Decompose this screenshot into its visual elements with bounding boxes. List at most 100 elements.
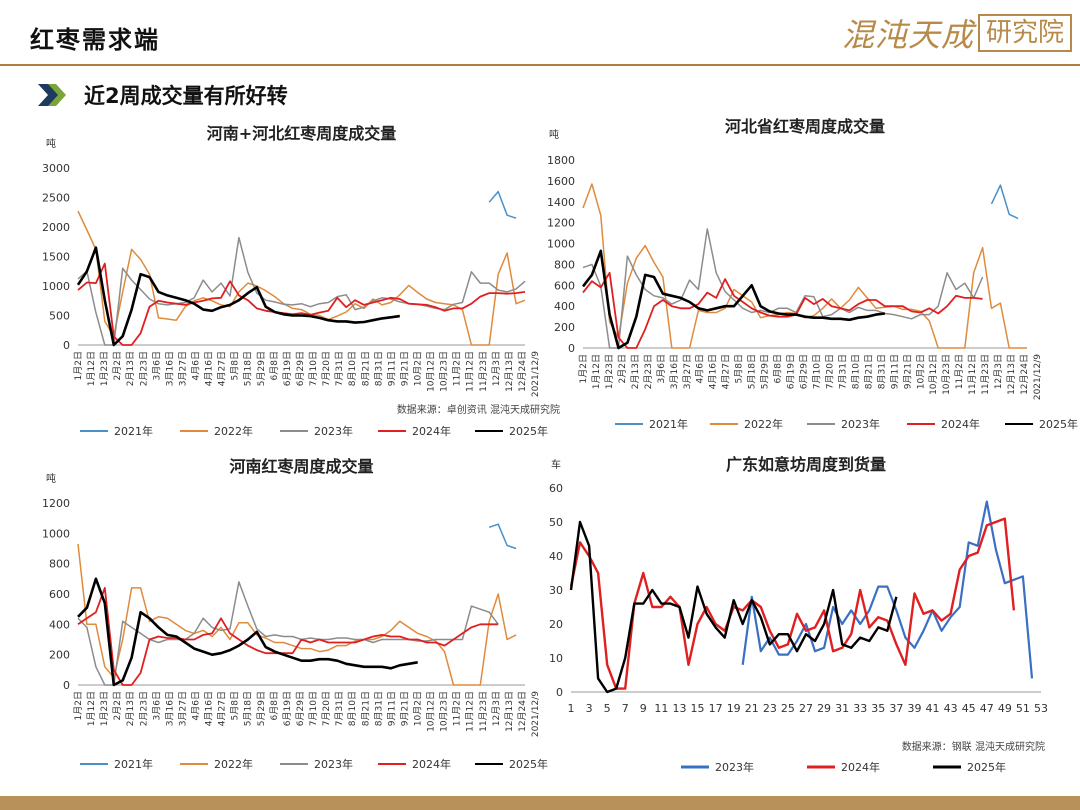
x-tick-label: 10月23日 — [941, 354, 952, 395]
legend-label: 2023年 — [314, 424, 353, 438]
series-line — [582, 228, 984, 349]
series-line — [569, 517, 1016, 690]
x-tick-label: 5月18日 — [243, 351, 254, 386]
x-tick-label: 1 — [568, 702, 575, 715]
x-tick-label: 2月13日 — [125, 351, 136, 386]
y-tick-label: 0 — [556, 686, 563, 699]
x-tick-label: 6月19日 — [282, 691, 293, 726]
x-tick-label: 2月2日 — [112, 351, 123, 380]
x-tick-label: 4月27日 — [721, 354, 732, 389]
x-tick-label: 11月12日 — [465, 691, 476, 732]
x-tick-label: 4月16日 — [708, 354, 719, 389]
footer-bar — [0, 796, 1080, 810]
x-tick-label: 5月18日 — [243, 691, 254, 726]
section-heading: 近2周成交量有所好转 — [36, 80, 288, 110]
y-tick-label: 1800 — [547, 154, 575, 167]
x-tick-label: 35 — [871, 702, 885, 715]
legend-label: 2021年 — [114, 757, 153, 771]
y-tick-label: 1000 — [42, 280, 70, 293]
series-line — [741, 500, 1034, 679]
x-tick-label: 7月10日 — [811, 354, 822, 389]
x-tick-label: 6月19日 — [786, 354, 797, 389]
chart-title: 河南红枣周度成交量 — [229, 457, 373, 476]
x-tick-label: 12月24日 — [1019, 354, 1030, 395]
y-tick-label: 2500 — [42, 192, 70, 205]
x-tick-label: 4月27日 — [217, 691, 228, 726]
y-tick-label: 0 — [568, 342, 575, 355]
legend-label: 2023年 — [715, 760, 754, 774]
series-line — [77, 210, 526, 346]
y-tick-label: 0 — [63, 339, 70, 352]
x-tick-label: 10月2日 — [915, 354, 926, 389]
x-tick-label: 8月21日 — [863, 354, 874, 389]
logo-brand-text: 混沌天成 — [842, 16, 975, 54]
x-tick-label: 11月23日 — [980, 354, 991, 395]
x-tick-label: 15 — [691, 702, 705, 715]
x-tick-label: 10月23日 — [439, 691, 450, 732]
x-tick-label: 2月13日 — [630, 354, 641, 389]
x-tick-label: 1月12日 — [86, 691, 97, 726]
legend-label: 2021年 — [649, 417, 688, 431]
y-tick-label: 10 — [549, 652, 563, 665]
x-tick-label: 3月6日 — [151, 351, 162, 380]
x-tick-label: 3月16日 — [669, 354, 680, 389]
y-tick-label: 600 — [554, 279, 575, 292]
y-tick-label: 20 — [549, 618, 563, 631]
x-tick-label: 4月16日 — [204, 351, 215, 386]
legend-label: 2022年 — [214, 757, 253, 771]
x-tick-label: 5月18日 — [747, 354, 758, 389]
y-tick-label: 1000 — [547, 238, 575, 251]
x-tick-label: 2月23日 — [138, 691, 149, 726]
x-tick-label: 11月2日 — [954, 354, 965, 389]
x-tick-label: 9月21日 — [399, 351, 410, 386]
legend-label: 2022年 — [744, 417, 783, 431]
x-tick-label: 8月10日 — [347, 351, 358, 386]
x-tick-label: 5月29日 — [760, 354, 771, 389]
x-tick-label: 1月23日 — [99, 351, 110, 386]
x-tick-label: 5 — [604, 702, 611, 715]
y-tick-label: 1000 — [42, 527, 70, 540]
x-tick-label: 5月8日 — [230, 691, 241, 720]
x-tick-label: 17 — [709, 702, 723, 715]
x-tick-label: 11月12日 — [967, 354, 978, 395]
x-tick-label: 11月23日 — [478, 691, 489, 732]
x-tick-label: 10月12日 — [426, 351, 437, 392]
x-tick-label: 29 — [817, 702, 831, 715]
x-tick-label: 4月6日 — [191, 351, 202, 380]
y-tick-label: 50 — [549, 516, 563, 529]
x-tick-label: 49 — [998, 702, 1012, 715]
x-tick-label: 7月31日 — [334, 691, 345, 726]
legend-label: 2024年 — [941, 417, 980, 431]
x-tick-label: 8月31日 — [373, 691, 384, 726]
x-tick-label: 2月13日 — [125, 691, 136, 726]
y-tick-label: 1200 — [42, 497, 70, 510]
section-heading-text: 近2周成交量有所好转 — [84, 84, 288, 108]
x-tick-label: 7月31日 — [334, 351, 345, 386]
series-line — [77, 236, 526, 346]
chart-title: 河北省红枣周度成交量 — [725, 117, 885, 136]
y-unit-label: 车 — [551, 458, 561, 471]
series-line — [76, 246, 400, 347]
y-tick-label: 30 — [549, 584, 563, 597]
y-tick-label: 400 — [49, 618, 70, 631]
x-tick-label: 41 — [926, 702, 940, 715]
legend-label: 2024年 — [412, 424, 451, 438]
series-line — [77, 586, 499, 686]
series-line — [488, 190, 517, 219]
header: 红枣需求端 混沌天成 研究院 — [0, 0, 1080, 66]
x-tick-label: 12月3日 — [491, 691, 502, 726]
y-tick-label: 600 — [49, 588, 70, 601]
x-tick-label: 13 — [672, 702, 686, 715]
brand-logo: 混沌天成 研究院 — [842, 12, 1073, 54]
x-tick-label: 7月20日 — [824, 354, 835, 389]
x-tick-label: 2021/12/9 — [1033, 354, 1043, 400]
x-tick-label: 53 — [1034, 702, 1048, 715]
x-tick-label: 5月8日 — [230, 351, 241, 380]
series-line — [77, 262, 526, 346]
x-tick-label: 11月23日 — [478, 351, 489, 392]
x-tick-label: 9月21日 — [902, 354, 913, 389]
x-tick-label: 1月12日 — [86, 351, 97, 386]
x-tick-label: 1月2日 — [578, 354, 589, 383]
x-tick-label: 7月20日 — [321, 351, 332, 386]
